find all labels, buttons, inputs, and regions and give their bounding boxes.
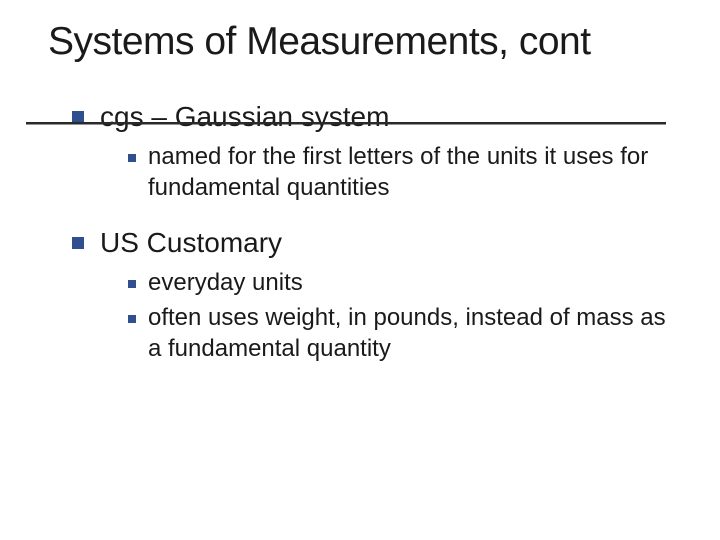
list-item-label: named for the first letters of the units…: [148, 142, 672, 203]
title-block: Systems of Measurements, cont: [48, 20, 672, 65]
square-bullet-icon: [128, 154, 136, 162]
list-item: everyday units: [128, 268, 672, 299]
slide: Systems of Measurements, cont cgs – Gaus…: [0, 0, 720, 540]
square-bullet-icon: [128, 315, 136, 323]
list-item-label: US Customary: [100, 225, 282, 260]
sublist: everyday units often uses weight, in pou…: [72, 268, 672, 364]
square-bullet-icon: [72, 237, 84, 249]
list-item-label: often uses weight, in pounds, instead of…: [148, 303, 672, 364]
content-area: cgs – Gaussian system named for the firs…: [48, 77, 672, 365]
list-item-label: cgs – Gaussian system: [100, 99, 389, 134]
list-item: named for the first letters of the units…: [128, 142, 672, 203]
list-item: cgs – Gaussian system: [72, 99, 672, 134]
slide-title: Systems of Measurements, cont: [48, 20, 672, 65]
sublist: named for the first letters of the units…: [72, 142, 672, 203]
list-item: often uses weight, in pounds, instead of…: [128, 303, 672, 364]
list-item: US Customary: [72, 225, 672, 260]
list-item-label: everyday units: [148, 268, 303, 299]
square-bullet-icon: [128, 280, 136, 288]
title-underline: [26, 122, 666, 126]
